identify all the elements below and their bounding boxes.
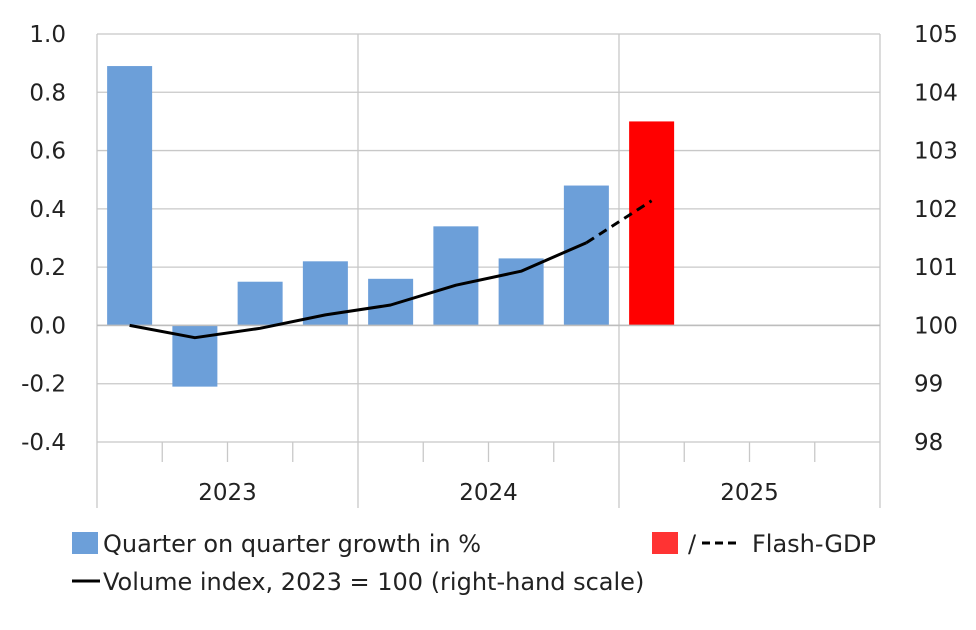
growth-bar [368, 278, 414, 326]
bars [107, 66, 675, 387]
growth-bar [237, 281, 283, 326]
y-tick-label-right: 104 [914, 80, 958, 106]
y-tick-label-left: 0.4 [29, 197, 66, 223]
y-tick-label-right: 100 [914, 313, 958, 339]
y-tick-label-right: 101 [914, 255, 958, 281]
legend-label-flash: Flash-GDP [752, 530, 876, 558]
volume-index-line [129, 241, 588, 340]
y-tick-label-left: -0.2 [21, 372, 66, 398]
legend-flash-slash: / [688, 530, 697, 558]
growth-bar [563, 185, 609, 326]
legend-label-growth: Quarter on quarter growth in % [103, 530, 481, 558]
y-tick-label-left: 0.6 [29, 139, 66, 165]
y-tick-label-left: 1.0 [29, 22, 66, 48]
y-tick-label-left: -0.4 [21, 430, 66, 456]
y-tick-label-right: 102 [914, 197, 958, 223]
index-lines [129, 199, 653, 340]
axis-labels: -0.4 -0.2 0.0 0.2 0.4 0.6 0.8 1.0 98 99 100 101 102 1… [21, 22, 958, 506]
legend: Quarter on quarter growth in % / Flash-G… [72, 530, 876, 596]
flash-gdp-bar [629, 121, 675, 326]
y-tick-label-left: 0.2 [29, 255, 66, 281]
x-year-label: 2025 [720, 480, 779, 506]
gridlines [96, 33, 881, 508]
y-tick-label-right: 99 [914, 372, 943, 398]
growth-bar [498, 258, 544, 326]
x-year-label: 2023 [198, 480, 257, 506]
flash-gdp-dashed-line [585, 199, 653, 244]
legend-label-index: Volume index, 2023 = 100 (right-hand sca… [103, 568, 644, 596]
y-tick-label-right: 98 [914, 430, 943, 456]
growth-bar [433, 226, 479, 326]
legend-swatch-flash [652, 532, 678, 554]
y-tick-label-left: 0.8 [29, 80, 66, 106]
legend-swatch-growth [72, 532, 98, 554]
y-tick-label-left: 0.0 [29, 313, 66, 339]
y-tick-label-right: 103 [914, 139, 958, 165]
x-year-label: 2024 [459, 480, 518, 506]
y-tick-label-right: 105 [914, 22, 958, 48]
growth-bar [107, 66, 153, 326]
